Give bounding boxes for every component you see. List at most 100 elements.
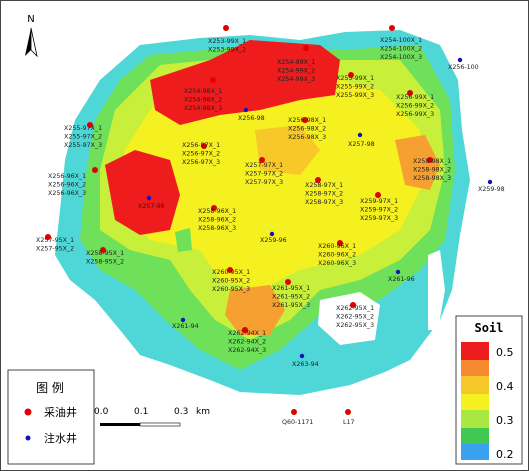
well-label: X258-98X_2 (413, 167, 451, 174)
injection-well (243, 107, 249, 113)
scale-label: 0.1 (134, 407, 148, 417)
well-label: X259-97X_2 (360, 207, 398, 214)
well-label: X261-96 (388, 276, 415, 283)
production-well (259, 157, 265, 163)
injection-well (487, 179, 493, 185)
production-well (303, 45, 309, 51)
scale-label: 0.0 (94, 407, 109, 417)
soil-field (55, 30, 470, 395)
well-label: X260-96X_3 (318, 260, 356, 267)
colorbar-tick: 0.2 (496, 448, 514, 461)
well-label: X257-96 (138, 203, 165, 210)
injection-well (269, 231, 275, 237)
well-label: X256-99X_2 (396, 103, 434, 110)
well-label: X258-97X_1 (305, 182, 343, 189)
production-well (211, 205, 217, 211)
well-label: X254-100X_3 (380, 54, 422, 61)
production-well (100, 247, 106, 253)
well-label: X255-97X_1 (64, 125, 102, 132)
production-well (242, 327, 248, 333)
production-well (302, 117, 308, 123)
production-well (210, 77, 216, 83)
production-well (315, 177, 321, 183)
well-label: X258-96X_2 (198, 217, 236, 224)
well-label: X259-96 (260, 237, 287, 244)
well-label: X257-95X_1 (36, 237, 74, 244)
scale-bar: 0.0 0.1 0.3 km (94, 407, 210, 427)
scale-label: 0.3 (174, 407, 188, 417)
well-label: X260-95X_2 (212, 278, 250, 285)
legend-production: 采油井 (44, 405, 77, 419)
production-well (389, 25, 395, 31)
well-label: X258-95X_1 (86, 250, 124, 257)
well-label: X256-98 (238, 115, 265, 122)
production-well (45, 234, 51, 240)
well-label: X261-95X_3 (272, 302, 310, 309)
production-well (427, 157, 433, 163)
well-label: X262-94X_1 (228, 330, 266, 337)
colorbar-tick: 0.3 (496, 414, 514, 427)
well-label: X256-97X_1 (182, 142, 220, 149)
well-label: Q60-1171 (282, 419, 313, 426)
injection-well (357, 132, 363, 138)
well-label: X255-99X_2 (336, 84, 374, 91)
north-arrow: N (25, 14, 38, 58)
colorbar-tick: 0.4 (496, 380, 514, 393)
well-label: X261-95X_2 (272, 294, 310, 301)
well-label: X254-100X_2 (380, 46, 422, 53)
well-label: X256-98X_1 (288, 117, 326, 124)
well-label: X256-98X_2 (288, 126, 326, 133)
legend-title: 图 例 (36, 381, 64, 395)
production-well (285, 279, 291, 285)
well-label: X256-99X_1 (396, 94, 434, 101)
well-label: X259-97X_3 (360, 215, 398, 222)
north-label: N (27, 14, 34, 25)
production-well (348, 72, 354, 78)
well-label: X259-97X_1 (360, 198, 398, 205)
well-label: X255-97X_3 (64, 142, 102, 149)
well-label: X256-96X_1 (48, 173, 86, 180)
production-well (375, 192, 381, 198)
well-label: X256-100 (448, 64, 479, 71)
well-label: X254-99X_1 (277, 59, 315, 66)
well-label: X257-97X_1 (245, 162, 283, 169)
well-label: X258-98X_1 (413, 158, 451, 165)
well-label: X260-95X_1 (212, 269, 250, 276)
well-label: X261-94 (172, 323, 199, 330)
well-label: X262-94X_3 (228, 347, 266, 354)
injection-well (299, 353, 305, 359)
well-label: X256-97X_3 (182, 159, 220, 166)
well-label: L17 (343, 419, 355, 426)
well-label: X263-94 (292, 361, 319, 368)
well-label: X258-98X_3 (413, 175, 451, 182)
production-well (227, 267, 233, 273)
well-label: X256-96X_2 (48, 182, 86, 189)
well-label: X258-96X_1 (198, 208, 236, 215)
well-label: X256-98X_3 (288, 134, 326, 141)
well-label: X260-96X_1 (318, 243, 356, 250)
production-well (345, 409, 351, 415)
injection-well (395, 269, 401, 275)
well-label: X254-98X_3 (184, 105, 222, 112)
well-label: X258-97X_3 (305, 199, 343, 206)
well-label: X262-95X_2 (336, 314, 374, 321)
well-label: X258-96X_3 (198, 225, 236, 232)
well-label: X253-99X_2 (208, 47, 246, 54)
injection-well (146, 195, 152, 201)
well-label: X255-99X_3 (336, 92, 374, 99)
production-well (223, 25, 229, 31)
wells: X253-99X_1 X253-99X_2 X254-100X_1 X254-100X… (36, 25, 505, 426)
well-label: X257-97X_3 (245, 179, 283, 186)
production-well (291, 409, 297, 415)
well-label: X256-97X_2 (182, 151, 220, 158)
well-label: X255-99X_1 (336, 75, 374, 82)
well-label: X260-96X_2 (318, 252, 356, 259)
well-label: X254-98X_1 (184, 88, 222, 95)
well-label: X257-97X_2 (245, 171, 283, 178)
colorbar-title: Soil (475, 321, 504, 335)
well-label: X262-95X_3 (336, 322, 374, 329)
well-label: X260-95X_3 (212, 286, 250, 293)
well-label: X255-97X_2 (64, 134, 102, 141)
well-label: X254-99X_2 (277, 68, 315, 75)
well-label: X257-95X_2 (36, 246, 74, 253)
